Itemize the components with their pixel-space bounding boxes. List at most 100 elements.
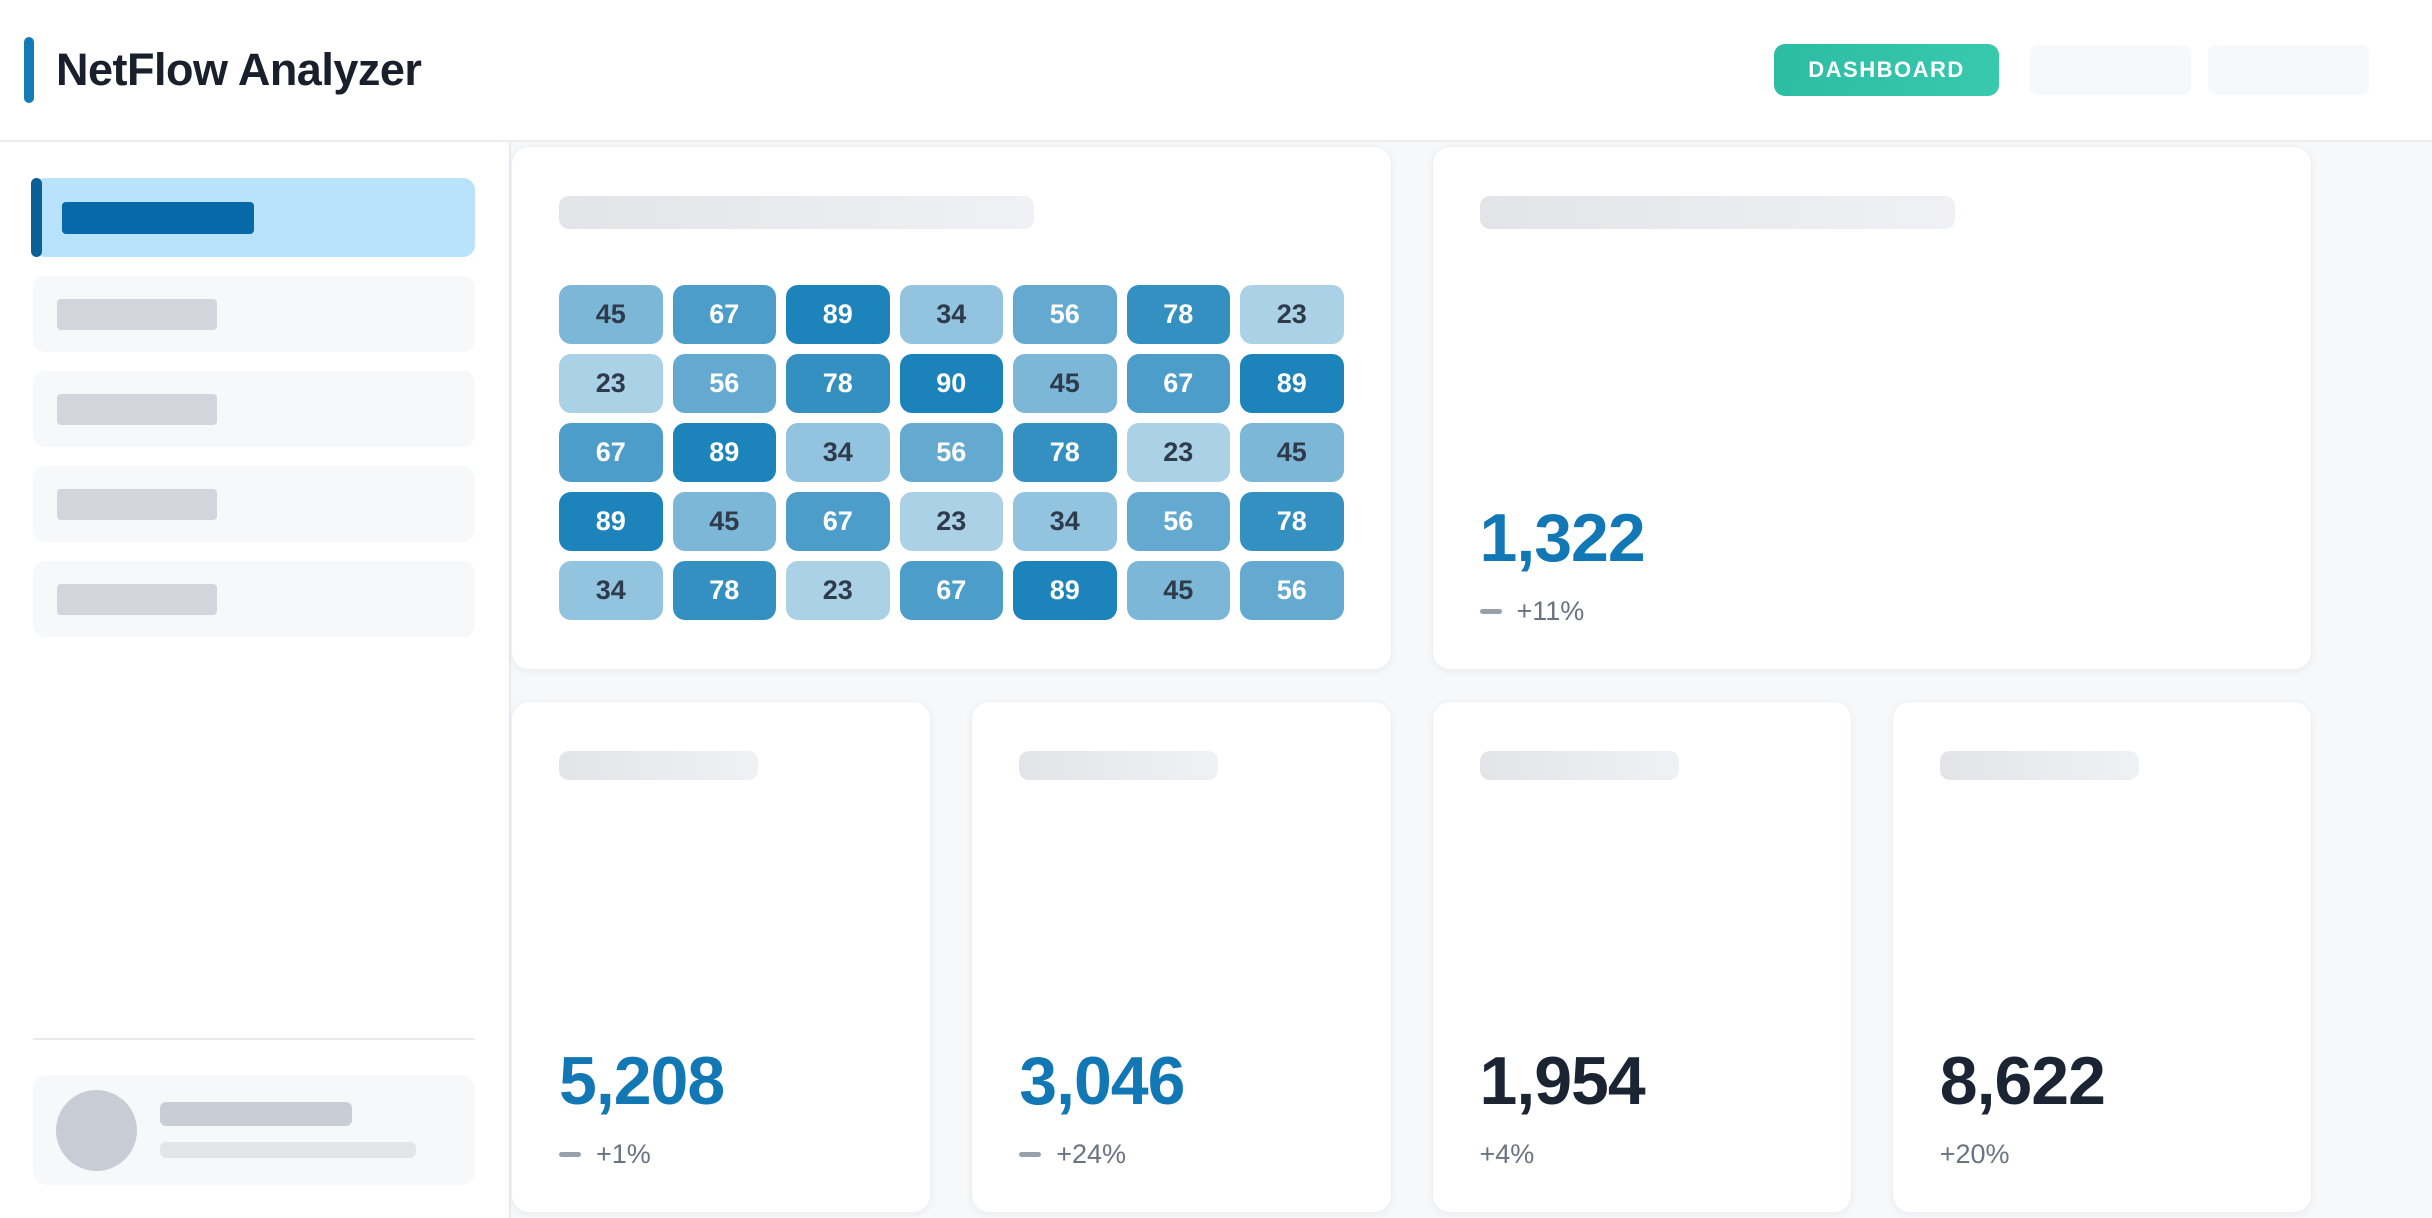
trend-row: +4% [1479,1139,1804,1169]
user-info [160,1102,416,1158]
app-title: NetFlow Analyzer [56,44,422,95]
heatmap-cell[interactable]: 89 [1013,561,1117,620]
main-content: 45 67 89 34 56 78 23 23 56 78 90 45 67 89 67 89 34 56 78 23… [511,142,2432,1218]
sidebar-item-skeleton-3[interactable] [33,466,475,542]
app-header: NetFlow Analyzer DASHBOARD [0,0,2432,142]
stat-value: 3,046 [1019,1043,1185,1119]
sidebar-item-active[interactable] [31,178,475,257]
dashboard-button[interactable]: DASHBOARD [1774,44,1999,96]
sidebar-divider [33,1038,475,1040]
stat-value: 1,954 [1479,1043,1646,1119]
sidebar-item-skeleton-2[interactable] [33,371,475,447]
heatmap-grid: 45 67 89 34 56 78 23 23 56 78 90 45 67 89 67 89 34 56 78 23… [559,285,1344,620]
sidebar-item-skeleton-4[interactable] [33,561,475,637]
sidebar-item-skeleton-1[interactable] [33,276,475,352]
header-nav: DASHBOARD [1774,44,2369,96]
heatmap-cell[interactable]: 67 [672,285,776,344]
heatmap-cell[interactable]: 34 [1013,492,1117,551]
heatmap-cell[interactable]: 90 [899,354,1003,413]
stat-card-4: 8,622 +20% [1891,701,2312,1213]
stat-card-2: 3,046 +24% [971,701,1392,1213]
stat-value: 5,208 [559,1043,725,1119]
user-profile-card[interactable] [33,1075,475,1185]
card-spacer [1019,780,1343,1047]
trend-row: +11% [1479,596,2265,626]
heatmap-cell[interactable]: 23 [899,492,1003,551]
heatmap-cell[interactable]: 89 [786,285,890,344]
active-item-label-skeleton [62,201,254,234]
sidebar [0,142,511,1218]
card-title-skeleton [559,196,1034,229]
heatmap-cell[interactable]: 67 [559,423,663,482]
trend-row: +20% [1939,1139,2264,1169]
heatmap-cell[interactable]: 56 [899,423,1003,482]
card-spacer [1940,780,2264,1047]
sidebar-spacer [33,656,475,1038]
heatmap-cell[interactable]: 78 [1013,423,1117,482]
sidebar-label-skeleton [57,583,217,615]
heatmap-cell[interactable]: 23 [1240,285,1344,344]
heatmap-cell[interactable]: 23 [786,561,890,620]
heatmap-cell[interactable]: 45 [1126,561,1230,620]
heatmap-cell[interactable]: 56 [1126,492,1230,551]
heatmap-cell[interactable]: 78 [1126,285,1230,344]
heatmap-cell[interactable]: 34 [786,423,890,482]
trend-row: +1% [559,1139,883,1169]
heatmap-cell[interactable]: 67 [786,492,890,551]
avatar [56,1089,137,1171]
stat-value: 1,322 [1479,500,1646,576]
card-spacer [1480,780,1804,1047]
stat-change: +20% [1939,1139,2010,1169]
header-skeleton-button-1[interactable] [2030,45,2191,95]
heatmap-cell[interactable]: 23 [559,354,663,413]
card-title-skeleton [559,751,758,780]
header-skeleton-button-2[interactable] [2208,45,2369,95]
brand: NetFlow Analyzer [24,37,422,103]
heatmap-cell[interactable]: 78 [1240,492,1344,551]
heatmap-cell[interactable]: 89 [672,423,776,482]
heatmap-cell[interactable]: 45 [1013,354,1117,413]
trend-dash-icon [1019,1152,1042,1157]
heatmap-cell[interactable]: 23 [1126,423,1230,482]
stat-card-3: 1,954 +4% [1431,701,1852,1213]
heatmap-cell[interactable]: 56 [672,354,776,413]
heatmap-cell[interactable]: 89 [1240,354,1344,413]
stat-value: 8,622 [1939,1043,2106,1119]
body-row: 45 67 89 34 56 78 23 23 56 78 90 45 67 89 67 89 34 56 78 23… [0,142,2432,1218]
stat-card-primary: 1,322 +11% [1431,146,2312,670]
heatmap-cell[interactable]: 89 [559,492,663,551]
sidebar-nav [31,178,475,656]
stat-card-1: 5,208 +1% [511,701,932,1213]
heatmap-cell[interactable]: 78 [672,561,776,620]
sidebar-label-skeleton [57,298,217,330]
heatmap-cell[interactable]: 78 [786,354,890,413]
sidebar-label-skeleton [57,393,217,425]
card-spacer [1480,229,2265,504]
card-title-skeleton [1019,751,1219,780]
card-title-skeleton [1479,751,1679,780]
card-title-skeleton [1479,196,1955,229]
heatmap-cell[interactable]: 67 [1126,354,1230,413]
heatmap-cell[interactable]: 45 [559,285,663,344]
stat-change: +11% [1516,596,1585,626]
stat-change: +4% [1479,1139,1535,1169]
heatmap-cell[interactable]: 67 [899,561,1003,620]
heatmap-cell[interactable]: 34 [899,285,1003,344]
stat-change: +24% [1056,1139,1127,1169]
trend-dash-icon [559,1152,581,1157]
stat-change: +1% [596,1139,651,1169]
heatmap-cell[interactable]: 56 [1240,561,1344,620]
user-subtitle-skeleton [160,1142,416,1158]
heatmap-cell[interactable]: 45 [1240,423,1344,482]
heatmap-cell[interactable]: 45 [672,492,776,551]
user-name-skeleton [160,1102,352,1126]
heatmap-card: 45 67 89 34 56 78 23 23 56 78 90 45 67 89 67 89 34 56 78 23… [511,146,1392,670]
heatmap-cell[interactable]: 34 [559,561,663,620]
sidebar-label-skeleton [57,488,217,520]
card-spacer [559,780,883,1047]
heatmap-cell[interactable]: 56 [1013,285,1117,344]
trend-dash-icon [1479,609,1502,614]
brand-accent-bar [24,37,34,103]
active-item-accent-bar [31,178,42,257]
